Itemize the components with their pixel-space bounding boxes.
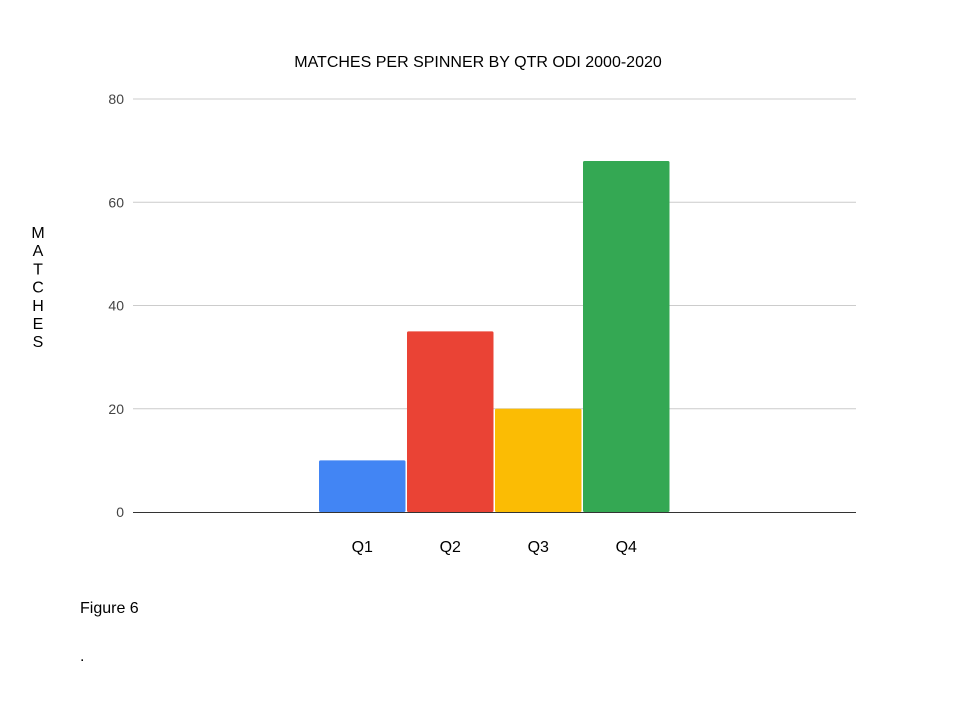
figure-caption: Figure 6 (80, 600, 139, 617)
y-tick-label: 80 (108, 91, 124, 107)
y-axis-label-letter: H (32, 298, 44, 315)
x-tick-label: Q2 (440, 539, 461, 556)
y-axis-label-letter: C (32, 280, 44, 297)
trailing-text: . (80, 648, 85, 665)
y-axis-ticks: 0 20 40 60 80 (108, 91, 124, 520)
y-tick-label: 60 (108, 194, 124, 210)
bar-q3 (495, 408, 582, 512)
y-tick-label: 40 (108, 298, 124, 314)
y-axis-label-letter: M (31, 225, 44, 242)
gridlines (133, 98, 856, 410)
y-axis-label: MATCHES (31, 225, 44, 351)
x-tick-label: Q3 (528, 539, 549, 556)
y-axis-label-letter: A (33, 243, 44, 260)
y-axis-label-letter: E (33, 316, 44, 333)
bars (319, 160, 670, 512)
y-tick-label: 0 (116, 504, 124, 520)
bar-q1 (319, 460, 406, 512)
bar-q4 (583, 160, 670, 512)
x-tick-label: Q1 (352, 539, 373, 556)
y-axis-label-letter: T (33, 261, 43, 278)
y-tick-label: 20 (108, 401, 124, 417)
x-axis-ticks: Q1 Q2 Q3 Q4 (352, 539, 637, 556)
x-tick-label: Q4 (616, 539, 637, 556)
chart-title: MATCHES PER SPINNER BY QTR ODI 2000-2020 (294, 54, 662, 71)
bar-q2 (407, 331, 494, 512)
y-axis-label-letter: S (33, 334, 44, 351)
